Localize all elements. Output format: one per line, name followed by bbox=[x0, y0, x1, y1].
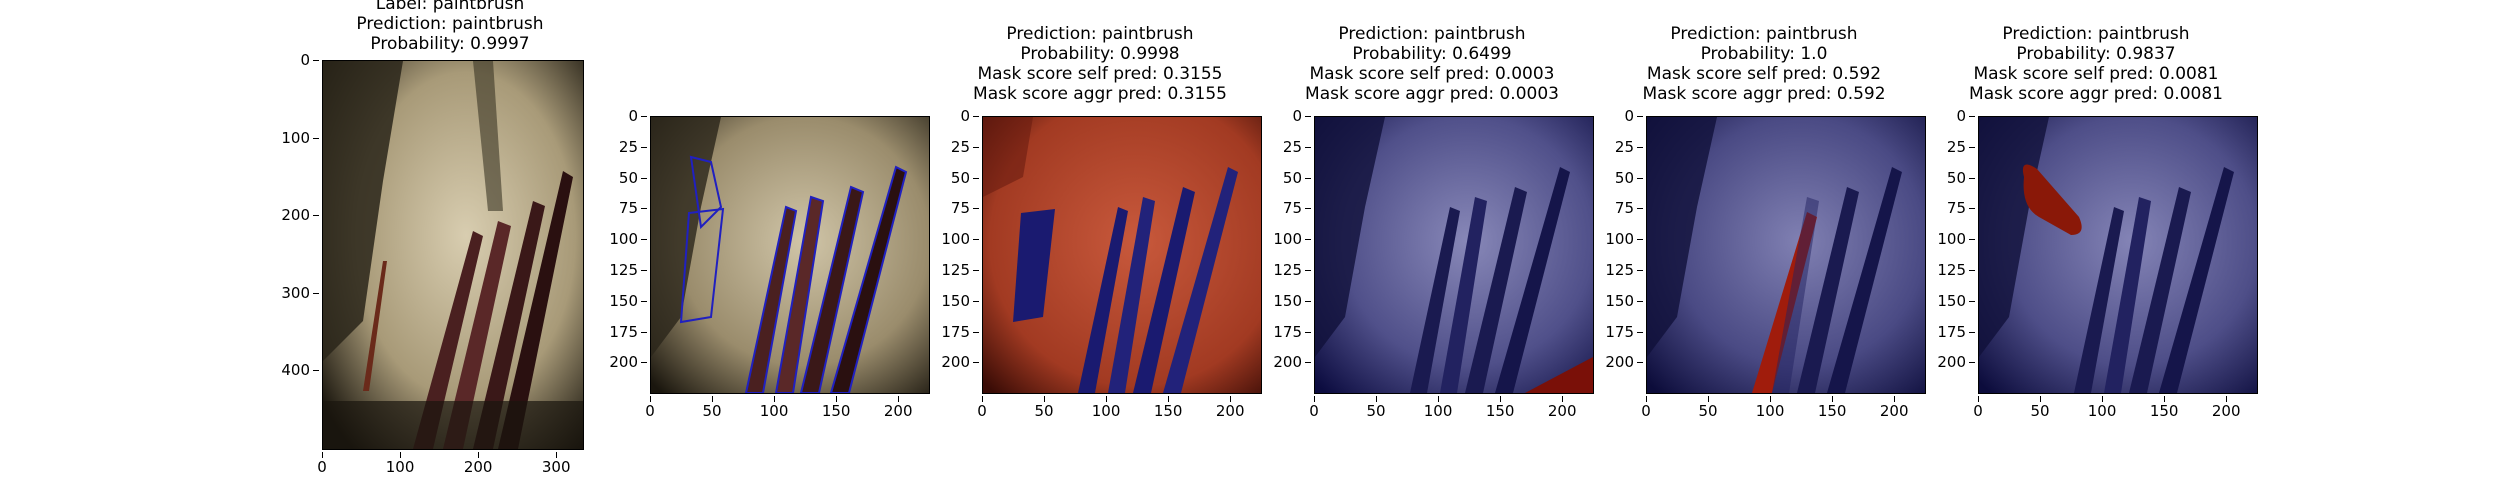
x-tick-label: 100 bbox=[1413, 396, 1463, 419]
y-tick-label: 0 bbox=[1926, 109, 1975, 124]
y-tick-label: 300 bbox=[270, 285, 319, 301]
y-tick-label: 0 bbox=[1262, 109, 1311, 124]
y-tick-label: 125 bbox=[598, 263, 647, 278]
y-tick-label: 25 bbox=[930, 139, 979, 155]
mask-image bbox=[1646, 116, 1926, 394]
y-tick-label: 25 bbox=[1262, 139, 1311, 155]
y-tick-label: 200 bbox=[1926, 355, 1975, 370]
x-tick-label: 200 bbox=[1869, 396, 1919, 419]
y-tick-label: 0 bbox=[930, 109, 979, 124]
x-tick-label: 150 bbox=[1807, 396, 1857, 419]
y-tick-label: 100 bbox=[1594, 232, 1643, 247]
x-tick-label: 200 bbox=[873, 396, 923, 419]
x-tick-label: 0 bbox=[1953, 396, 2003, 419]
x-tick-label: 50 bbox=[1351, 396, 1401, 419]
y-tick-label: 100 bbox=[598, 232, 647, 247]
x-tick-label: 0 bbox=[957, 396, 1007, 419]
panel-title: Prediction: paintbrush Probability: 0.99… bbox=[973, 24, 1227, 104]
y-tick-label: 400 bbox=[270, 363, 319, 378]
y-tick-label: 100 bbox=[270, 130, 319, 146]
x-tick-label: 100 bbox=[375, 452, 425, 475]
y-tick-label: 125 bbox=[930, 263, 979, 278]
y-tick-label: 175 bbox=[1926, 324, 1975, 340]
x-tick-label: 150 bbox=[811, 396, 861, 419]
y-tick-label: 200 bbox=[1594, 355, 1643, 370]
y-tick-label: 25 bbox=[598, 139, 647, 155]
y-tick-label: 0 bbox=[1594, 109, 1643, 124]
x-tick-label: 50 bbox=[1019, 396, 1069, 419]
x-tick-label: 200 bbox=[2201, 396, 2251, 419]
y-tick-label: 0 bbox=[270, 53, 319, 68]
y-tick-label: 125 bbox=[1262, 263, 1311, 278]
y-tick-label: 150 bbox=[598, 293, 647, 309]
panel-title: Prediction: paintbrush Probability: 0.98… bbox=[1969, 24, 2223, 104]
y-tick-label: 175 bbox=[598, 324, 647, 340]
x-tick-label: 0 bbox=[1621, 396, 1671, 419]
panel-title: Label: paintbrush Prediction: paintbrush… bbox=[356, 0, 544, 54]
y-tick-label: 125 bbox=[1594, 263, 1643, 278]
x-tick-label: 200 bbox=[453, 452, 503, 475]
y-tick-label: 0 bbox=[598, 109, 647, 124]
y-tick-label: 100 bbox=[930, 232, 979, 247]
y-tick-label: 75 bbox=[598, 201, 647, 216]
x-tick-label: 0 bbox=[1289, 396, 1339, 419]
y-tick-label: 200 bbox=[270, 208, 319, 223]
y-tick-label: 100 bbox=[1926, 232, 1975, 247]
x-tick-label: 50 bbox=[1683, 396, 1733, 419]
y-tick-label: 200 bbox=[930, 355, 979, 370]
y-tick-label: 200 bbox=[598, 355, 647, 370]
y-tick-label: 75 bbox=[1262, 201, 1311, 216]
y-tick-label: 150 bbox=[930, 293, 979, 309]
y-tick-label: 50 bbox=[598, 170, 647, 186]
x-tick-label: 200 bbox=[1205, 396, 1255, 419]
y-tick-label: 150 bbox=[1594, 293, 1643, 309]
y-tick-label: 125 bbox=[1926, 263, 1975, 278]
y-tick-label: 25 bbox=[1594, 139, 1643, 155]
x-tick-label: 300 bbox=[531, 452, 581, 475]
y-tick-label: 50 bbox=[1262, 170, 1311, 186]
y-tick-label: 75 bbox=[1594, 201, 1643, 216]
y-tick-label: 175 bbox=[1594, 324, 1643, 340]
y-tick-label: 150 bbox=[1926, 293, 1975, 309]
x-tick-label: 100 bbox=[1081, 396, 1131, 419]
x-tick-label: 50 bbox=[2015, 396, 2065, 419]
x-tick-label: 200 bbox=[1537, 396, 1587, 419]
y-tick-label: 100 bbox=[1262, 232, 1311, 247]
y-tick-label: 75 bbox=[930, 201, 979, 216]
mask-image bbox=[982, 116, 1262, 394]
x-tick-label: 150 bbox=[1475, 396, 1525, 419]
y-tick-label: 50 bbox=[930, 170, 979, 186]
y-tick-label: 175 bbox=[1262, 324, 1311, 340]
y-tick-label: 175 bbox=[930, 324, 979, 340]
x-tick-label: 100 bbox=[2077, 396, 2127, 419]
x-tick-label: 100 bbox=[1745, 396, 1795, 419]
photo-image bbox=[322, 60, 584, 450]
y-tick-label: 50 bbox=[1926, 170, 1975, 186]
y-tick-label: 50 bbox=[1594, 170, 1643, 186]
mask-image bbox=[1978, 116, 2258, 394]
x-tick-label: 50 bbox=[687, 396, 737, 419]
y-tick-label: 150 bbox=[1262, 293, 1311, 309]
mask-image bbox=[1314, 116, 1594, 394]
x-tick-label: 150 bbox=[2139, 396, 2189, 419]
contour-image bbox=[650, 116, 930, 394]
x-tick-label: 0 bbox=[297, 452, 347, 475]
x-tick-label: 100 bbox=[749, 396, 799, 419]
x-tick-label: 0 bbox=[625, 396, 675, 419]
x-tick-label: 150 bbox=[1143, 396, 1193, 419]
y-tick-label: 75 bbox=[1926, 201, 1975, 216]
panel-title: Prediction: paintbrush Probability: 0.64… bbox=[1305, 24, 1559, 104]
y-tick-label: 25 bbox=[1926, 139, 1975, 155]
panel-title: Prediction: paintbrush Probability: 1.0 … bbox=[1642, 24, 1886, 104]
y-tick-label: 200 bbox=[1262, 355, 1311, 370]
